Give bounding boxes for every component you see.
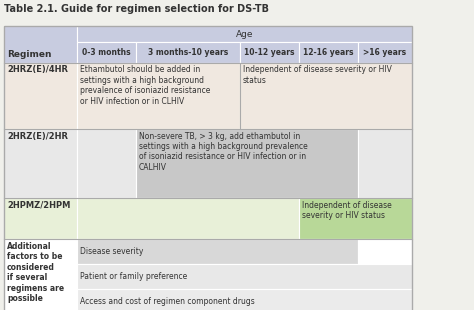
Text: 2HRZ(E)/2HR: 2HRZ(E)/2HR xyxy=(7,131,68,140)
Bar xyxy=(4,26,412,310)
Bar xyxy=(136,42,240,63)
Bar xyxy=(4,63,77,129)
Bar xyxy=(358,129,412,198)
Bar xyxy=(358,42,412,63)
Text: Independent of disease
severity or HIV status: Independent of disease severity or HIV s… xyxy=(302,201,392,220)
Text: 0-3 months: 0-3 months xyxy=(82,48,131,57)
Bar xyxy=(136,129,358,198)
Bar xyxy=(77,42,136,63)
Bar xyxy=(299,198,412,239)
Bar xyxy=(240,42,299,63)
Bar xyxy=(299,42,358,63)
Text: 10-12 years: 10-12 years xyxy=(244,48,295,57)
Bar xyxy=(4,198,77,239)
Bar xyxy=(4,239,77,310)
Text: Additional
factors to be
considered
if several
regimens are
possible: Additional factors to be considered if s… xyxy=(7,242,64,303)
Bar xyxy=(77,239,358,264)
Bar xyxy=(77,63,240,129)
Text: Ethambutol should be added in
settings with a high background
prevalence of ison: Ethambutol should be added in settings w… xyxy=(80,65,210,105)
Bar xyxy=(358,239,412,264)
Bar xyxy=(77,198,299,239)
Text: Non-severe TB, > 3 kg, add ethambutol in
settings with a high background prevale: Non-severe TB, > 3 kg, add ethambutol in… xyxy=(139,131,308,172)
Bar xyxy=(4,26,77,63)
Text: Disease severity: Disease severity xyxy=(80,247,143,256)
Bar xyxy=(77,26,412,42)
Text: 2HPMZ/2HPM: 2HPMZ/2HPM xyxy=(7,201,70,210)
Text: >16 years: >16 years xyxy=(364,48,407,57)
Text: Patient or family preference: Patient or family preference xyxy=(80,272,187,281)
Text: 3 months-10 years: 3 months-10 years xyxy=(148,48,228,57)
Text: Table 2.1. Guide for regimen selection for DS-TB: Table 2.1. Guide for regimen selection f… xyxy=(4,4,269,14)
Text: Age: Age xyxy=(236,29,253,38)
Bar xyxy=(4,129,77,198)
Bar xyxy=(77,289,412,310)
Bar xyxy=(77,129,136,198)
Text: Independent of disease severity or HIV
status: Independent of disease severity or HIV s… xyxy=(243,65,392,85)
Bar xyxy=(77,264,412,289)
Text: Access and cost of regimen component drugs: Access and cost of regimen component dru… xyxy=(80,297,255,306)
Text: Regimen: Regimen xyxy=(7,50,52,59)
Text: 12-16 years: 12-16 years xyxy=(303,48,354,57)
Text: 2HRZ(E)/4HR: 2HRZ(E)/4HR xyxy=(7,65,68,74)
Bar xyxy=(240,63,412,129)
